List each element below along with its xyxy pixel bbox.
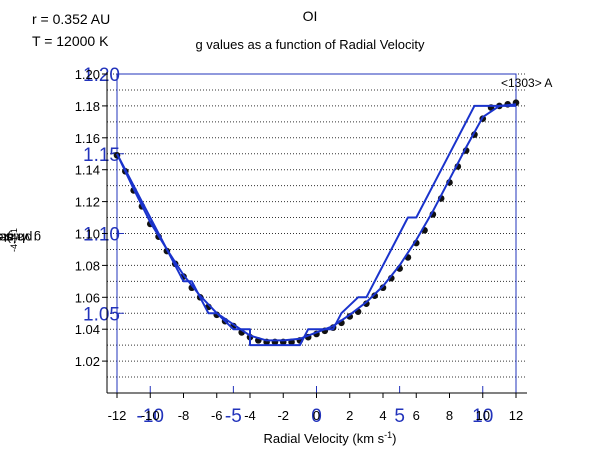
overlay-x-tick-label: 0 (311, 406, 322, 427)
x-tick-label: -8 (178, 408, 190, 423)
y-tick-label: 1.18 (75, 99, 100, 114)
x-tick-label: 4 (379, 408, 386, 423)
main-axes (102, 72, 527, 398)
overlay-x-tick-label: -5 (225, 406, 242, 427)
chart-title: OI (302, 8, 318, 24)
wavelength-annotation: <1303> A (501, 76, 552, 90)
x-tick-label: 12 (509, 408, 523, 423)
x-tick-label: -10 (141, 408, 160, 423)
y-tick-label: 1.12 (75, 195, 100, 210)
x-tick-label: 10 (476, 408, 490, 423)
temperature-label: T = 12000 K (32, 33, 109, 49)
x-tick-label: 2 (346, 408, 353, 423)
overlay-x-tick-label: -10 (137, 406, 164, 427)
x-axis-label: Radial Velocity (km s-1) (263, 430, 396, 446)
series-layer (113, 99, 520, 347)
y-tick-label: 1.02 (75, 354, 100, 369)
data-point (363, 300, 370, 307)
x-tick-label: 6 (413, 408, 420, 423)
step-line-series (116, 104, 516, 347)
overlay-x-tick-label: 5 (394, 406, 405, 427)
x-tick-label: 0 (313, 408, 320, 423)
y-tick-label: 1.04 (75, 322, 100, 337)
tick-labels: -12 -10 -8 -6 -4 -2 0 2 4 6 8 10 12 1.02 1.04 1.06 1.08 1… (75, 67, 553, 446)
overlay-axes: -10 -5 0 5 10 1.05 1.10 1.15 1.20 (83, 65, 517, 427)
y-tick-label: 1.06 (75, 290, 100, 305)
overlay-x-tick-label: 10 (472, 406, 493, 427)
y-tick-label: 1.14 (75, 163, 100, 178)
x-tick-label: -4 (244, 408, 256, 423)
overlay-y-tick-label: 1.15 (83, 145, 120, 166)
data-point (371, 292, 378, 300)
overlay-y-tick-label: 1.05 (83, 304, 120, 325)
radius-label: r = 0.352 AU (32, 11, 111, 27)
y-tick-label: 1.20 (75, 67, 100, 82)
x-tick-label: -6 (211, 408, 223, 423)
x-tick-label: 8 (446, 408, 453, 423)
chart-subtitle: g values as a function of Radial Velocit… (195, 37, 425, 52)
y-tick-label: 1.10 (75, 227, 100, 242)
data-point (379, 284, 387, 292)
x-tick-label: -2 (277, 408, 289, 423)
y-tick-label: 1.16 (75, 131, 100, 146)
smooth-line-series (116, 103, 517, 342)
overlay-y-tick-label: 1.10 (83, 225, 120, 246)
x-tick-label: -12 (108, 408, 127, 423)
overlay-y-tick-label: 1.20 (83, 65, 120, 86)
y-tick-label: 1.08 (75, 258, 100, 273)
